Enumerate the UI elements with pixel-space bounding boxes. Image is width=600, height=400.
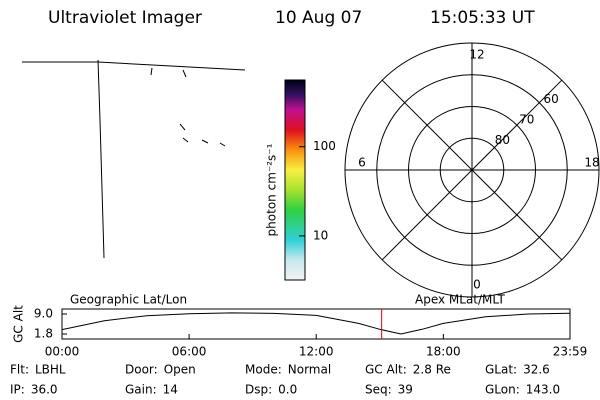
status-label: Mode: <box>245 363 282 377</box>
status-value: Open <box>164 363 196 377</box>
x-tick-label: 12:00 <box>299 345 334 359</box>
status-value: LBHL <box>35 363 66 377</box>
coastline <box>150 67 226 147</box>
lat-ring <box>376 74 568 266</box>
y-tick-label: 1.8 <box>34 327 53 341</box>
status-label: GC Alt: <box>365 363 407 377</box>
status-value: 2.8 Re <box>413 363 451 377</box>
status-label: GLat: <box>485 363 517 377</box>
status-label: Dsp: <box>245 383 272 397</box>
status-value: Normal <box>288 363 331 377</box>
lat-label: 80 <box>495 133 510 147</box>
mlt-label: 18 <box>584 156 599 170</box>
status-value: 32.6 <box>523 363 550 377</box>
status-label: Gain: <box>125 383 157 397</box>
x-tick-label: 00:00 <box>45 345 80 359</box>
lat-label: 60 <box>543 92 558 106</box>
mlt-label: 0 <box>473 278 481 292</box>
x-tick-label: 23:59 <box>553 345 588 359</box>
status-value: 36.0 <box>31 383 58 397</box>
mlt-label: 12 <box>469 48 484 62</box>
status-value: 143.0 <box>526 383 560 397</box>
x-tick-label: 06:00 <box>172 345 207 359</box>
status-label: IP: <box>10 383 25 397</box>
colorbar <box>284 79 306 281</box>
status-label: GLon: <box>485 383 520 397</box>
lat-label: 70 <box>519 113 534 127</box>
timeline-right-label: Apex MLat/MLT <box>415 293 505 307</box>
mlt-label: 6 <box>358 156 366 170</box>
timeline-ylabel: GC Alt <box>12 305 26 343</box>
colorbar-tick-label: 10 <box>313 228 328 242</box>
date: 10 Aug 07 <box>275 8 362 28</box>
status-value: 39 <box>398 383 413 397</box>
coastline <box>22 61 246 71</box>
gc-alt-curve <box>61 312 571 335</box>
time: 15:05:33 UT <box>430 8 535 28</box>
coastline <box>97 59 105 259</box>
colorbar-tick-label: 100 <box>313 139 336 153</box>
lat-ring <box>408 106 536 234</box>
status-label: Flt: <box>10 363 29 377</box>
timeline-left-label: Geographic Lat/Lon <box>70 293 187 307</box>
status-label: Door: <box>125 363 158 377</box>
map <box>22 59 246 259</box>
status-value: 14 <box>163 383 178 397</box>
x-tick-label: 18:00 <box>426 345 461 359</box>
status-label: Seq: <box>365 383 392 397</box>
title: Ultraviolet Imager <box>48 8 202 28</box>
status-value: 0.0 <box>278 383 297 397</box>
y-tick-label: 9.0 <box>34 307 53 321</box>
colorbar-label: photon cm⁻²s⁻¹ <box>265 143 279 236</box>
lat-ring <box>439 137 505 203</box>
